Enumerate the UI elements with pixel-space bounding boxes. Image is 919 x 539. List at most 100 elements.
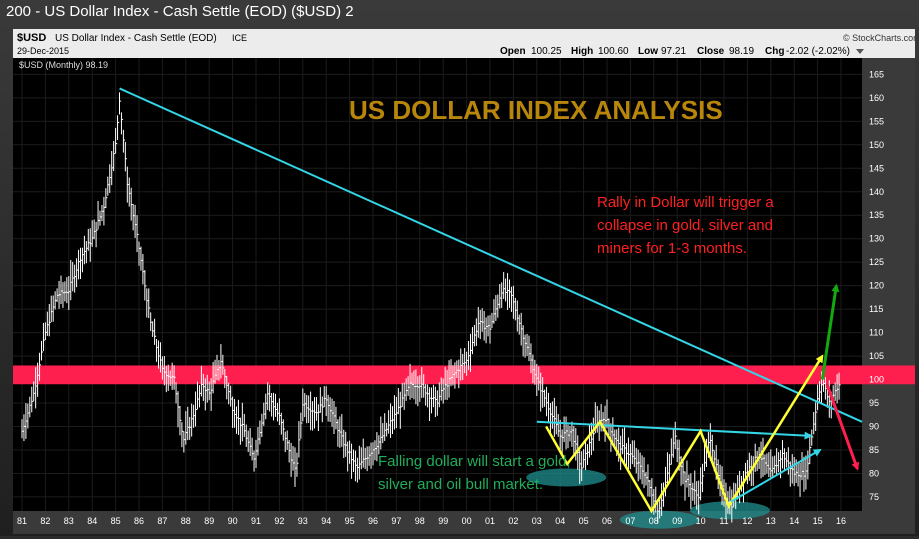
price-bar	[548, 392, 551, 424]
price-bar	[425, 383, 428, 406]
y-tick-label: 165	[869, 69, 884, 79]
price-bar	[152, 321, 155, 337]
price-bar	[505, 278, 508, 302]
price-bar	[218, 360, 221, 381]
y-tick-label: 80	[869, 468, 879, 478]
y-tick-label: 125	[869, 257, 884, 267]
y-tick-label: 95	[869, 398, 879, 408]
price-bar	[631, 440, 634, 465]
price-bar	[413, 370, 416, 400]
price-bar	[325, 386, 328, 416]
x-tick-label: 89	[204, 516, 214, 526]
price-bar	[163, 356, 166, 386]
price-bar	[782, 440, 785, 469]
price-bar	[764, 454, 767, 476]
price-bar	[159, 342, 163, 373]
price-bar	[222, 354, 225, 375]
price-bar	[154, 318, 157, 345]
price-bar	[142, 253, 145, 285]
price-bar	[510, 286, 514, 312]
price-bar	[44, 322, 47, 340]
price-bar	[107, 176, 110, 196]
price-bar	[436, 390, 439, 416]
price-bar	[167, 364, 170, 391]
price-bar	[665, 466, 668, 497]
price-bar	[626, 443, 629, 470]
price-bar	[181, 422, 184, 448]
price-bar	[524, 334, 527, 358]
price-bar	[762, 437, 765, 477]
x-tick-label: 15	[813, 516, 823, 526]
price-bar	[694, 470, 697, 505]
price-bar	[257, 427, 260, 456]
resistance-band	[13, 365, 915, 385]
x-tick-label: 11	[719, 516, 728, 526]
price-bar	[243, 413, 246, 438]
price-bar	[423, 374, 426, 398]
price-bar	[37, 362, 40, 397]
x-tick-label: 92	[274, 516, 284, 526]
price-bar	[702, 463, 705, 493]
x-tick-label: 87	[157, 516, 167, 526]
price-bar	[645, 471, 648, 486]
price-bar	[698, 480, 701, 515]
x-tick-label: 90	[228, 516, 238, 526]
price-bar	[206, 374, 209, 403]
price-bar	[314, 397, 317, 429]
price-bar	[212, 361, 215, 394]
price-bar	[493, 299, 496, 324]
price-bar	[711, 434, 714, 464]
price-bar	[89, 228, 92, 262]
x-tick-label: 96	[368, 516, 378, 526]
price-bar	[292, 446, 295, 471]
price-bar	[358, 445, 361, 480]
x-tick-label: 10	[696, 516, 706, 526]
price-bar	[409, 363, 412, 400]
price-bar	[251, 437, 254, 461]
price-bar	[354, 450, 358, 482]
price-bar	[746, 459, 749, 485]
price-bar	[604, 405, 607, 442]
price-bar	[183, 431, 186, 453]
price-bar	[520, 312, 523, 346]
price-bar	[382, 423, 385, 444]
price-bar	[273, 392, 276, 421]
price-bar	[187, 406, 190, 441]
x-tick-label: 16	[836, 516, 846, 526]
price-bar	[27, 403, 30, 429]
low-label: Low	[638, 46, 658, 57]
price-bar	[754, 443, 757, 472]
price-bar	[614, 429, 617, 448]
dropdown-chevron-icon[interactable]	[856, 49, 864, 54]
y-tick-label: 85	[869, 445, 879, 455]
low-value: 97.21	[661, 46, 686, 57]
price-bar	[838, 372, 841, 400]
price-bar	[577, 435, 580, 470]
price-bar	[247, 430, 250, 452]
price-bar	[360, 447, 363, 470]
price-bar	[772, 456, 775, 478]
price-bar	[232, 396, 235, 428]
price-bar	[368, 446, 371, 466]
price-bar	[579, 450, 582, 484]
price-bar	[419, 375, 422, 402]
price-bar	[501, 282, 504, 308]
price-bar	[286, 430, 289, 450]
price-bar	[748, 452, 751, 481]
price-bar	[686, 460, 689, 488]
x-tick-label: 08	[649, 516, 659, 526]
price-bar	[52, 295, 55, 322]
price-bar	[544, 389, 547, 407]
price-bar	[64, 281, 67, 302]
price-bar	[509, 279, 512, 308]
close-label: Close	[697, 46, 725, 57]
x-tick-label: 07	[625, 516, 635, 526]
x-tick-label: 99	[438, 516, 448, 526]
y-tick-label: 115	[869, 304, 883, 314]
price-bar	[649, 479, 652, 497]
price-bar	[345, 431, 348, 457]
rally-note-line-2: collapse in gold, silver and	[597, 217, 773, 234]
price-bar	[555, 406, 558, 435]
y-tick-label: 120	[869, 281, 884, 291]
price-bar	[126, 166, 129, 203]
